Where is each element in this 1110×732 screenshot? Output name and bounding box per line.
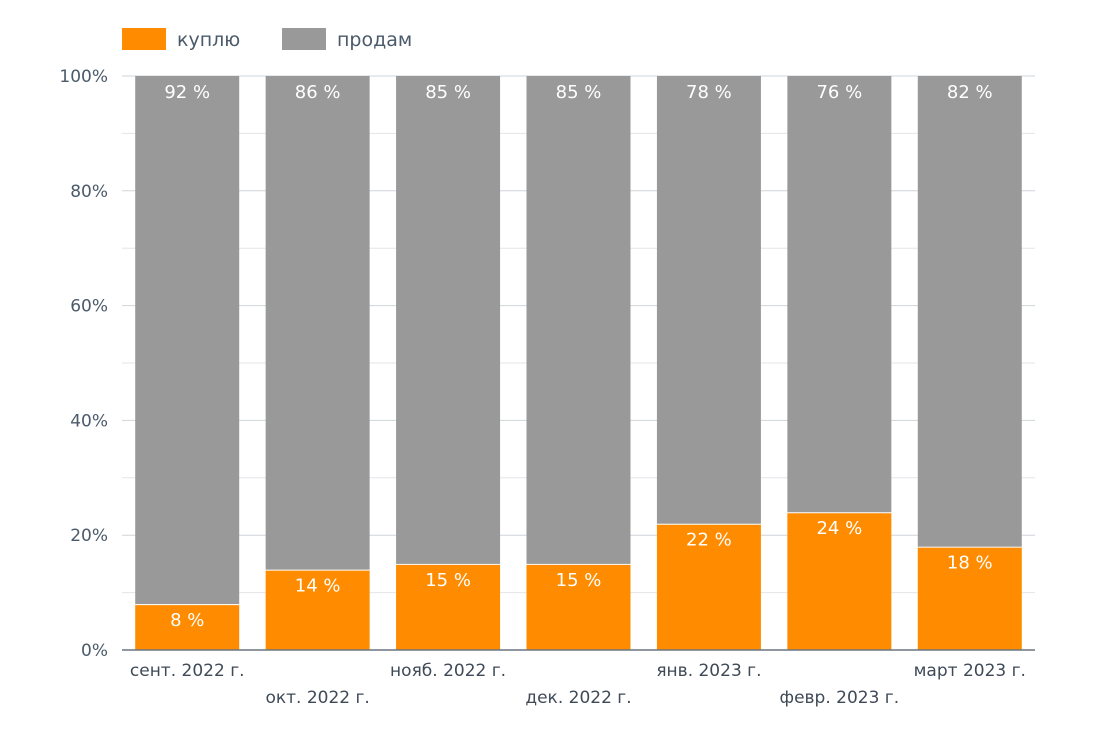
legend: куплю продам [122, 28, 412, 51]
data-label: 8 % [170, 610, 204, 631]
bar-buy [787, 512, 892, 650]
data-label: 18 % [947, 553, 993, 574]
y-tick-label: 100% [59, 67, 108, 87]
x-category-label: дек. 2022 г. [525, 688, 631, 708]
data-label: 76 % [816, 82, 862, 103]
x-category-label: март 2023 г. [914, 661, 1026, 681]
x-category-label: янв. 2023 г. [656, 661, 761, 681]
bar-buy [917, 546, 1022, 650]
y-tick-label: 0% [81, 641, 108, 661]
legend-swatch [122, 28, 166, 50]
bar-sell [787, 76, 892, 513]
x-category-label: нояб. 2022 г. [390, 661, 506, 681]
bar-sell [135, 76, 240, 605]
data-label: 24 % [816, 518, 862, 539]
y-tick-label: 20% [70, 526, 108, 546]
data-label: 14 % [295, 576, 341, 597]
data-label: 78 % [686, 82, 732, 103]
bar-sell [396, 76, 501, 564]
legend-label: куплю [177, 29, 240, 51]
data-label: 92 % [164, 82, 210, 103]
bars: 8 % 14 % 15 % 15 % 22 % 24 % 18 % 92 % 86 % 85 % 8… [135, 76, 1022, 650]
bar-buy [135, 604, 240, 650]
y-axis: 0% 20% 40% 60% 80% 100% [59, 67, 108, 661]
legend-label: продам [337, 29, 412, 51]
bar-sell [656, 76, 761, 524]
data-label: 82 % [947, 82, 993, 103]
legend-swatch [282, 28, 326, 50]
data-label: 85 % [425, 82, 471, 103]
x-category-label: сент. 2022 г. [130, 661, 245, 681]
bar-buy [526, 563, 631, 650]
y-tick-label: 60% [70, 297, 108, 317]
bar-sell [265, 76, 370, 570]
bar-sell [917, 76, 1022, 547]
y-tick-label: 80% [70, 182, 108, 202]
bar-buy [396, 563, 501, 650]
data-label: 85 % [556, 82, 602, 103]
bar-buy [265, 569, 370, 650]
x-category-label: февр. 2023 г. [780, 688, 900, 708]
data-label: 86 % [295, 82, 341, 103]
x-axis: сент. 2022 г. окт. 2022 г. нояб. 2022 г. де… [122, 649, 1035, 708]
y-tick-label: 40% [70, 411, 108, 431]
data-label: 15 % [556, 570, 602, 591]
data-label: 15 % [425, 570, 471, 591]
x-category-label: окт. 2022 г. [265, 688, 369, 708]
bar-sell [526, 76, 631, 564]
data-label: 22 % [686, 530, 732, 551]
bar-buy [656, 523, 761, 650]
